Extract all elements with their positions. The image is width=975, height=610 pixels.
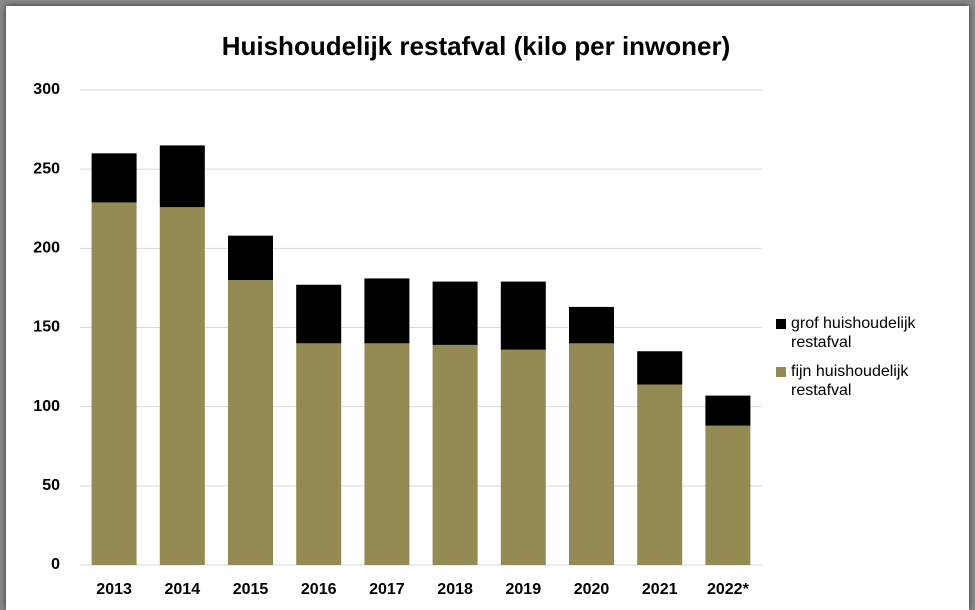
legend-item: grof huishoudelijk restafval: [776, 314, 961, 352]
x-tick-label: 2017: [369, 581, 405, 598]
y-tick-label: 300: [33, 81, 60, 98]
legend-item: fijn huishoudelijk restafval: [776, 362, 961, 400]
bar-segment: [364, 343, 410, 565]
x-tick-label: 2016: [301, 581, 337, 598]
x-tick-label: 2015: [233, 581, 269, 598]
x-tick-label: 2019: [506, 581, 542, 598]
bar-segment: [432, 344, 478, 565]
bar-segment: [296, 284, 342, 344]
x-tick-label: 2013: [96, 581, 132, 598]
bar-segment: [91, 202, 137, 565]
legend-swatch: [776, 319, 786, 329]
y-tick-label: 200: [33, 240, 60, 257]
bar-segment: [637, 351, 683, 385]
bar-segment: [296, 343, 342, 565]
x-tick-label: 2018: [437, 581, 473, 598]
bar-segment: [159, 145, 205, 208]
bar-segment: [91, 153, 137, 203]
bar-segment: [569, 343, 614, 565]
bar-segment: [432, 281, 478, 345]
bar-segment: [228, 280, 273, 565]
y-tick-label: 0: [51, 556, 60, 573]
x-tick-label: 2014: [165, 581, 201, 598]
x-tick-label: 2020: [574, 581, 610, 598]
chart-frame: Huishoudelijk restafval (kilo per inwone…: [6, 6, 969, 610]
bar-segment: [364, 278, 410, 344]
y-tick-label: 150: [33, 319, 60, 336]
bar-segment: [500, 281, 546, 350]
bar-segment: [500, 349, 546, 565]
bar-segment: [228, 235, 273, 280]
bar-segment: [705, 425, 751, 565]
y-tick-label: 50: [42, 477, 60, 494]
bar-segment: [159, 207, 205, 565]
legend-label: grof huishoudelijk restafval: [791, 315, 916, 351]
bar-segment: [569, 306, 614, 344]
x-tick-label: 2022*: [707, 581, 750, 598]
y-tick-label: 100: [33, 398, 60, 415]
legend-swatch: [776, 367, 786, 377]
legend-label: fijn huishoudelijk restafval: [791, 363, 909, 399]
legend: grof huishoudelijk restafval fijn huishou…: [776, 314, 961, 410]
bar-segment: [637, 384, 683, 565]
x-tick-label: 2021: [642, 581, 678, 598]
chart-title: Huishoudelijk restafval (kilo per inwone…: [222, 31, 731, 61]
bar-segment: [705, 395, 751, 426]
chart: Huishoudelijk restafval (kilo per inwone…: [33, 31, 762, 598]
y-tick-label: 250: [33, 160, 60, 177]
